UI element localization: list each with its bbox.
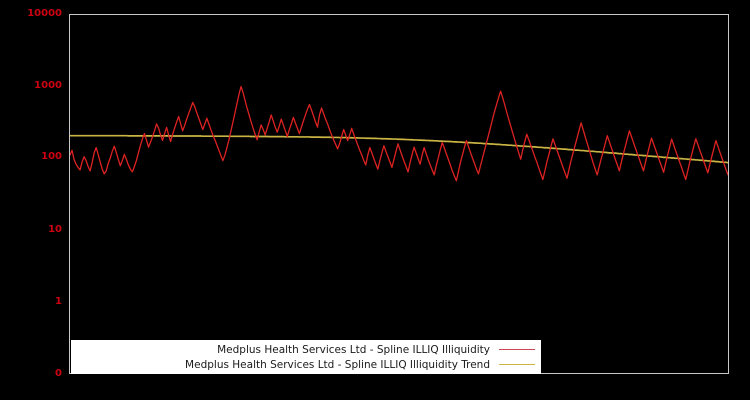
legend-item-label: Medplus Health Services Ltd - Spline ILL… <box>185 358 490 371</box>
y-axis-tick-1000: 1000 <box>0 81 62 91</box>
y-axis-tick-label: 100 <box>41 151 62 162</box>
y-axis-tick-100: 100 <box>0 152 62 162</box>
legend-item-illiquidity: Medplus Health Services Ltd - Spline ILL… <box>71 342 541 357</box>
legend-swatch-trend-icon <box>499 364 535 365</box>
chart-legend: Medplus Health Services Ltd - Spline ILL… <box>71 340 541 374</box>
illiquidity-line-path <box>70 85 728 182</box>
y-axis-tick-1: 1 <box>0 297 62 307</box>
y-axis-tick-label: 0 <box>55 368 62 379</box>
y-axis-tick-label: 1 <box>55 296 62 307</box>
legend-item-label: Medplus Health Services Ltd - Spline ILL… <box>217 343 490 356</box>
legend-item-illiquidity-trend: Medplus Health Services Ltd - Spline ILL… <box>71 357 541 372</box>
y-axis-tick-10: 10 <box>0 225 62 235</box>
chart-canvas <box>70 85 728 182</box>
y-axis-tick-0: 0 <box>0 369 62 379</box>
y-axis-tick-label: 1000 <box>34 80 62 91</box>
y-axis-tick-10000: 10000 <box>0 9 62 19</box>
y-axis-tick-label: 10000 <box>27 8 62 19</box>
y-axis-tick-label: 10 <box>48 224 62 235</box>
legend-swatch-illiquidity-icon <box>499 349 535 350</box>
trend-line-path <box>70 134 728 164</box>
plot-area <box>69 14 729 374</box>
